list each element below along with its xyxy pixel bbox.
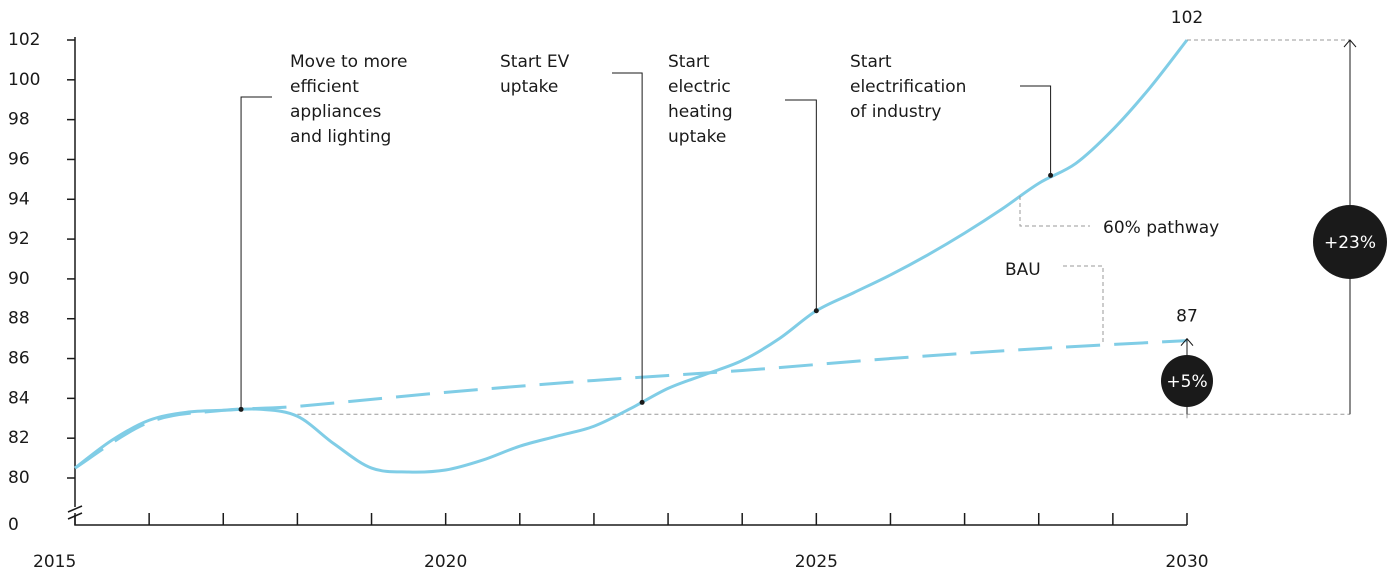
y-axis xyxy=(74,37,1187,526)
badge-label: +5% xyxy=(1166,372,1207,392)
annotation-leader xyxy=(1020,85,1052,176)
y-tick-label: 80 xyxy=(8,468,30,488)
series-line xyxy=(74,339,1188,470)
series-label: BAU xyxy=(1005,260,1041,280)
annotation-label: Start EV xyxy=(500,52,570,72)
annotation-leader xyxy=(785,99,817,311)
leader xyxy=(1019,196,1090,227)
annotation-label: heating xyxy=(668,102,733,122)
annotation-label: Start xyxy=(668,52,710,72)
series-line xyxy=(74,39,1189,474)
leader xyxy=(1063,265,1104,343)
x-tick-label: 2030 xyxy=(1165,552,1208,571)
annotation-leader xyxy=(240,96,272,410)
y-tick-label: 94 xyxy=(8,189,30,209)
annotation-label: electrification xyxy=(850,77,966,97)
y-tick-label: 96 xyxy=(8,149,30,169)
y-tick-label: 82 xyxy=(8,428,30,448)
y-tick-label: 86 xyxy=(8,349,30,369)
y-tick-label: 98 xyxy=(8,110,30,130)
end-label: 102 xyxy=(1171,8,1203,28)
x-tick-label: 2020 xyxy=(424,552,467,571)
x-tick-label: 2025 xyxy=(795,552,838,571)
y-tick-label: 0 xyxy=(8,515,19,535)
series-label: 60% pathway xyxy=(1103,218,1219,238)
annotation-label: uptake xyxy=(500,77,558,97)
annotation-label: appliances xyxy=(290,102,381,122)
badge-label: +23% xyxy=(1324,233,1376,253)
end-label: 87 xyxy=(1176,307,1198,327)
annotation-label: Start xyxy=(850,52,892,72)
annotation-label: and lighting xyxy=(290,127,391,147)
annotation-dot xyxy=(1048,172,1054,178)
annotation-dot xyxy=(813,308,819,314)
badge xyxy=(1313,205,1387,279)
annotation-label: efficient xyxy=(290,77,359,97)
y-tick-label: 102 xyxy=(8,30,40,50)
annotation-label: Move to more xyxy=(290,52,408,72)
y-tick-label: 100 xyxy=(8,70,40,90)
y-tick-label: 90 xyxy=(8,269,30,289)
y-tick-label: 92 xyxy=(8,229,30,249)
y-tick-label: 88 xyxy=(8,309,30,329)
annotation-label: uptake xyxy=(668,127,726,147)
badge xyxy=(1161,355,1213,407)
y-tick-label: 84 xyxy=(8,388,30,408)
x-tick-label: 2015 xyxy=(33,552,76,571)
annotation-dot xyxy=(639,399,645,405)
annotation-dot xyxy=(238,406,244,412)
annotation-label: electric xyxy=(668,77,731,97)
annotation-label: of industry xyxy=(850,102,941,122)
annotation-leader xyxy=(612,72,643,403)
